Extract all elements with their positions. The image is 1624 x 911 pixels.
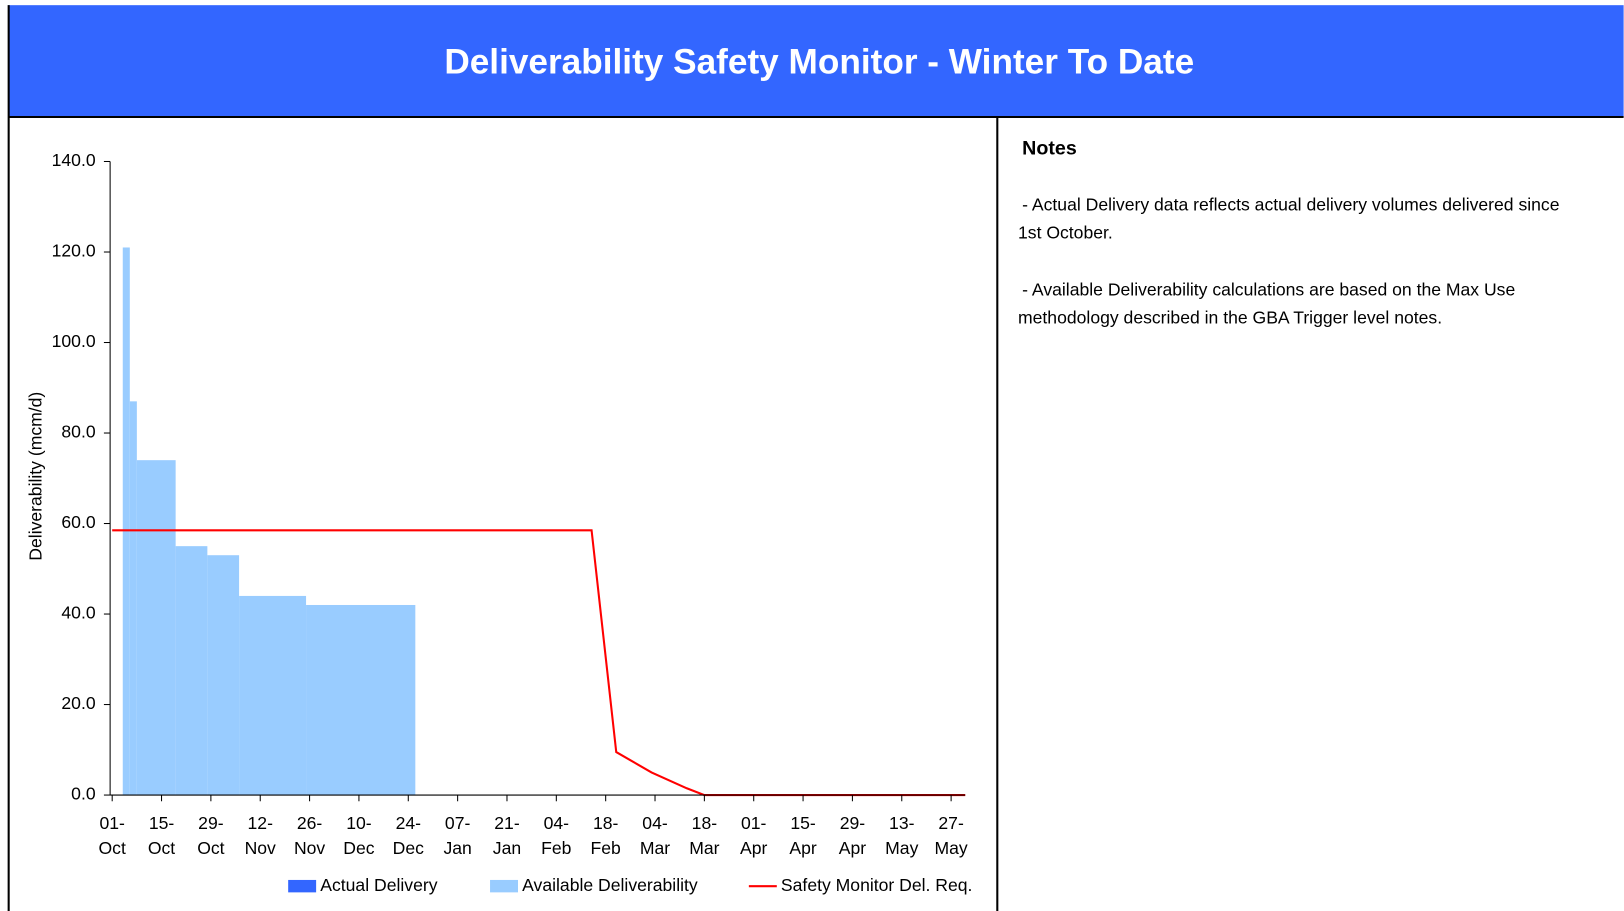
x-tick-label: 24-Dec — [393, 813, 424, 858]
header-bar — [8, 5, 1624, 117]
notes-title: Notes — [1022, 137, 1077, 159]
legend-label: Actual Delivery — [320, 875, 437, 895]
x-tick-label: 04-Mar — [640, 813, 670, 858]
y-tick-label: 80.0 — [61, 422, 95, 442]
step-bar — [175, 546, 208, 796]
x-tick-label: 26-Nov — [294, 813, 325, 858]
x-tick-label: 29-Oct — [197, 813, 224, 858]
legend-swatch — [288, 879, 317, 893]
x-tick-label: 27-May — [935, 813, 968, 858]
step-bar — [136, 460, 176, 796]
y-tick-label: 40.0 — [61, 603, 95, 623]
y-tick-label: 20.0 — [61, 693, 95, 713]
x-tick-label: 01-Apr — [740, 813, 768, 858]
x-tick-label: 21-Jan — [493, 813, 521, 858]
header-title: Deliverability Safety Monitor - Winter T… — [444, 42, 1194, 81]
step-bar — [129, 401, 137, 796]
legend-label: Safety Monitor Del. Req. — [781, 875, 973, 895]
x-tick-label: 01-Oct — [99, 813, 126, 858]
x-tick-label: 18-Feb — [591, 813, 622, 858]
note-line: - Available Deliverability calculations … — [1022, 280, 1515, 300]
legend-swatch — [490, 879, 518, 893]
x-tick-label: 10-Dec — [343, 813, 374, 858]
notes-body: - Actual Delivery data reflects actual d… — [1018, 195, 1560, 328]
step-bar — [122, 247, 130, 796]
step-bar — [306, 604, 416, 796]
step-bar — [207, 555, 240, 796]
x-tick-label: 07-Jan — [443, 813, 471, 858]
step-bar — [239, 595, 307, 796]
x-tick-label: 13-May — [885, 813, 918, 858]
y-tick-label: 100.0 — [52, 331, 96, 351]
y-tick-label: 0.0 — [71, 784, 96, 804]
chart: 0.0 20.0 40.0 60.0 80.0 100.0 120.0 140.0 01-Oct… — [25, 150, 972, 895]
y-tick-label: 140.0 — [52, 150, 96, 170]
x-tick-label: 12-Nov — [245, 813, 276, 858]
x-tick-label: 18-Mar — [689, 813, 719, 858]
x-tick-label: 04-Feb — [541, 813, 572, 858]
x-tick-label: 29-Apr — [839, 813, 867, 858]
x-tick-label: 15-Oct — [148, 813, 175, 858]
y-tick-label: 120.0 — [52, 241, 96, 261]
y-axis-label: Deliverability (mcm/d) — [25, 392, 45, 561]
legend-label: Available Deliverability — [522, 875, 698, 895]
y-tick-label: 60.0 — [61, 512, 95, 532]
x-tick-label: 15-Apr — [789, 813, 817, 858]
note-line: 1st October. — [1018, 223, 1113, 243]
note-line: - Actual Delivery data reflects actual d… — [1022, 195, 1559, 215]
note-line: methodology described in the GBA Trigger… — [1018, 307, 1442, 327]
